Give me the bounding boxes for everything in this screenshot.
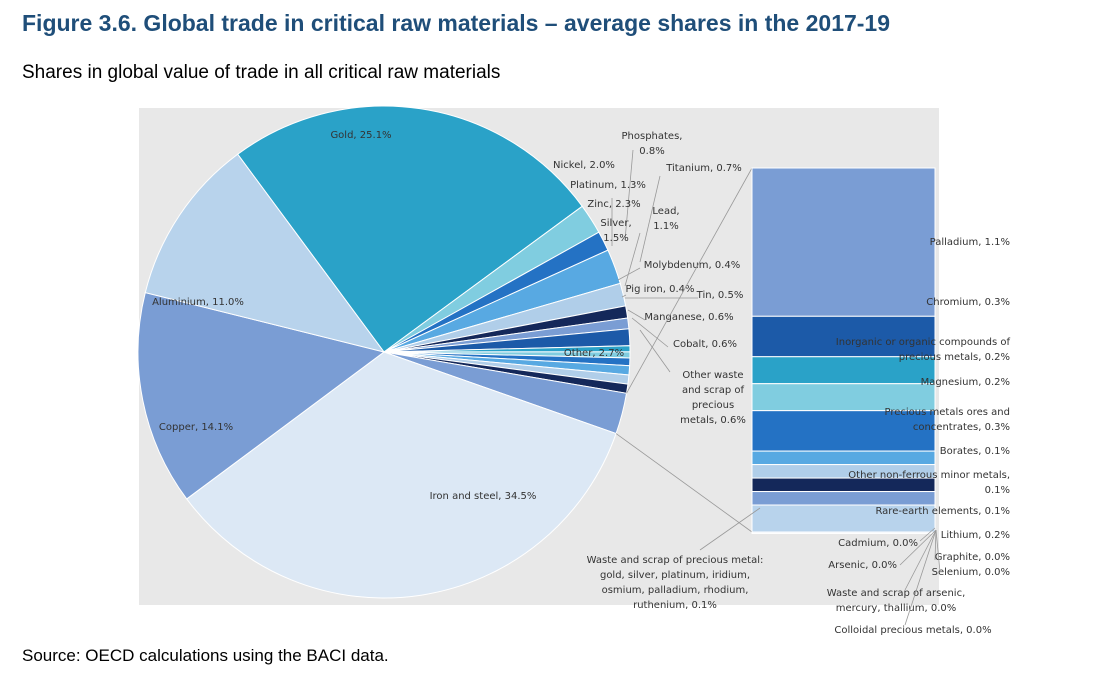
pie-label-nickel: Nickel, 2.0% bbox=[553, 160, 615, 171]
bar-segment-rare-earth-elements bbox=[751, 491, 936, 506]
bar-segment-precious-metals-ores-and-concentrates bbox=[751, 410, 936, 452]
leader-line bbox=[934, 529, 937, 561]
pie-label-copper: Copper, 14.1% bbox=[159, 422, 233, 433]
bar-label-waste-and-scrap-of-arsenic-mercury-thallium: Waste and scrap of arsenic, mercury, thal… bbox=[827, 588, 966, 614]
pie-label-phosphates: Phosphates, 0.8% bbox=[622, 131, 683, 157]
leader-line bbox=[624, 149, 634, 241]
leader-line bbox=[899, 529, 937, 566]
bar-label-arsenic: Arsenic, 0.0% bbox=[828, 560, 897, 571]
pie-label-manganese: Manganese, 0.6% bbox=[644, 312, 733, 323]
leader-line bbox=[617, 267, 641, 281]
pie-label-silver: Silver, 1.5% bbox=[600, 218, 631, 244]
bar-label-magnesium: Magnesium, 0.2% bbox=[921, 377, 1010, 388]
pie-slice-gold bbox=[236, 105, 583, 353]
pie-label-molybdenum: Molybdenum, 0.4% bbox=[644, 260, 740, 271]
connector-top bbox=[626, 167, 753, 394]
leader-line bbox=[904, 529, 937, 591]
bar-label-borates: Borates, 0.1% bbox=[940, 446, 1010, 457]
bar-label-cadmium: Cadmium, 0.0% bbox=[838, 538, 918, 549]
chart-subtitle: Shares in global value of trade in all c… bbox=[22, 62, 501, 83]
bar-segment-inorganic-or-organic-compounds-of-precious-metals bbox=[751, 356, 936, 385]
bar-segment-lithium bbox=[751, 504, 936, 533]
leader-line bbox=[627, 309, 646, 321]
leader-line bbox=[631, 317, 669, 348]
bar-label-lithium: Lithium, 0.2% bbox=[941, 530, 1010, 541]
bar-segment-colloidal-precious-metals bbox=[751, 531, 936, 534]
leader-line bbox=[904, 529, 937, 626]
pie-leader-lines bbox=[611, 149, 698, 373]
bar-label-inorganic-or-organic-compounds-of-precious-metals: Inorganic or organic compounds of preciou… bbox=[836, 337, 1011, 363]
pie-label-gold: Gold, 25.1% bbox=[330, 130, 391, 141]
pie-label-pig-iron: Pig iron, 0.4% bbox=[625, 284, 694, 295]
bar-label-rare-earth-elements: Rare-earth elements, 0.1% bbox=[875, 506, 1010, 517]
pie-label-platinum: Platinum, 1.3% bbox=[570, 180, 646, 191]
leader-line bbox=[935, 529, 941, 573]
leader-line bbox=[621, 294, 627, 298]
leader-line bbox=[919, 527, 936, 542]
bar-segment-magnesium bbox=[751, 383, 936, 412]
pie-slice-iron-and-steel bbox=[186, 351, 617, 599]
bar-label-precious-metals-ores-and-concentrates: Precious metals ores and concentrates, 0.… bbox=[885, 407, 1011, 433]
leader-line bbox=[624, 232, 641, 287]
bar-segment-chromium bbox=[751, 315, 936, 358]
leader-line bbox=[639, 175, 661, 263]
pie-label-other-waste-and-scrap-of-precious-metals: Other waste and scrap of precious metals, 0… bbox=[680, 370, 746, 426]
leader-line bbox=[699, 507, 761, 551]
bar-label-waste-and-scrap-of-precious-metal: Waste and scrap of precious metal: gold, … bbox=[587, 555, 764, 611]
bar-label-graphite: Graphite, 0.0% bbox=[935, 552, 1010, 563]
pie-label-titanium: Titanium, 0.7% bbox=[665, 163, 742, 174]
leader-line bbox=[639, 329, 671, 373]
bar-label-palladium: Palladium, 1.1% bbox=[930, 237, 1010, 248]
pie-label-tin: Tin, 0.5% bbox=[696, 290, 744, 301]
pie-label-aluminium: Aluminium, 11.0% bbox=[152, 297, 244, 308]
bar-segment-borates bbox=[751, 450, 936, 466]
bar-label-selenium: Selenium, 0.0% bbox=[932, 567, 1010, 578]
pie-label-other: Other, 2.7% bbox=[564, 348, 624, 359]
bar-label-colloidal-precious-metals: Colloidal precious metals, 0.0% bbox=[834, 625, 991, 636]
pie-label-cobalt: Cobalt, 0.6% bbox=[673, 339, 737, 350]
pie-slice-copper bbox=[137, 291, 386, 500]
bar-label-chromium: Chromium, 0.3% bbox=[926, 297, 1010, 308]
pie-label-zinc: Zinc, 2.3% bbox=[587, 199, 640, 210]
bar-leader-lines bbox=[699, 507, 941, 626]
bar-segment-palladium bbox=[751, 167, 936, 317]
connector-bottom bbox=[615, 433, 753, 533]
chart-title: Figure 3.6. Global trade in critical raw… bbox=[22, 10, 891, 36]
pie bbox=[137, 105, 631, 599]
bar-label-other-non-ferrous-minor-metals: Other non-ferrous minor metals, 0.1% bbox=[848, 470, 1010, 496]
pie-label-iron-and-steel: Iron and steel, 34.5% bbox=[430, 491, 537, 502]
pie-slice-aluminium bbox=[144, 153, 386, 353]
pie-label-lead: Lead, 1.1% bbox=[652, 206, 679, 232]
stacked-bar bbox=[751, 167, 936, 534]
chart-source: Source: OECD calculations using the BACI… bbox=[22, 646, 389, 665]
